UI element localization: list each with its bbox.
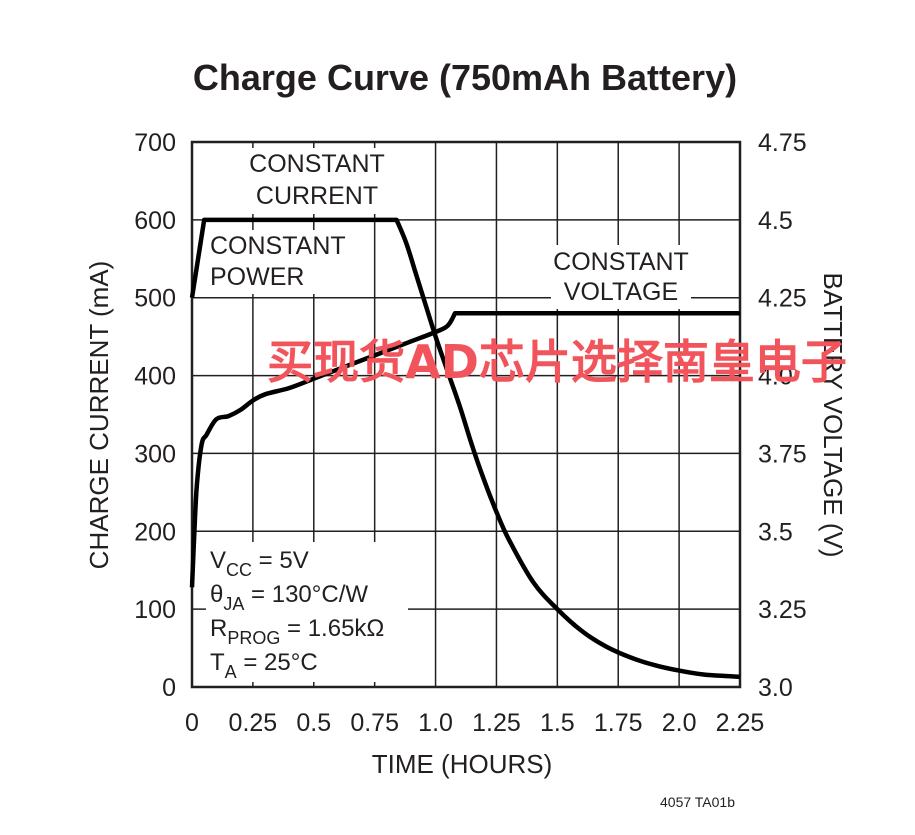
annotation-constant-voltage-line2: VOLTAGE bbox=[564, 278, 678, 306]
x-axis-ticks: 0 0.25 0.5 0.75 1.0 1.25 1.5 1.75 2.0 2.25 bbox=[185, 709, 764, 737]
mask-constant-power bbox=[206, 230, 346, 294]
right-axis-ticks: 3.0 3.25 3.5 3.75 4.0 4.25 4.5 4.75 bbox=[758, 129, 807, 702]
annotation-constant-current-line2: CURRENT bbox=[256, 182, 378, 210]
battery-voltage-curve bbox=[189, 311, 740, 588]
left-axis-ticks: 0 100 200 300 400 500 600 700 bbox=[134, 129, 176, 702]
y-tick-label: 100 bbox=[134, 596, 176, 624]
y-tick-label: 500 bbox=[134, 285, 176, 313]
y-tick-label: 400 bbox=[134, 363, 176, 391]
y2-tick-label: 4.75 bbox=[758, 129, 807, 157]
plot-frame bbox=[190, 140, 742, 689]
condition-ta: TA = 25°C bbox=[210, 649, 318, 682]
y2-tick-label: 3.5 bbox=[758, 518, 793, 546]
condition-theta-ja: θJA = 130°C/W bbox=[210, 581, 368, 614]
x-axis-label: TIME (HOURS) bbox=[372, 749, 553, 779]
y2-tick-label: 3.0 bbox=[758, 674, 793, 702]
watermark-text: 买现货AD芯片选择南皇电子 bbox=[267, 335, 847, 389]
y2-tick-label: 4.5 bbox=[758, 207, 793, 235]
mask-conditions bbox=[206, 542, 408, 682]
label-masks bbox=[206, 148, 691, 682]
x-tick-label: 0 bbox=[185, 709, 199, 737]
y-tick-label: 600 bbox=[134, 207, 176, 235]
annotation-constant-power-line1: CONSTANT bbox=[210, 232, 346, 260]
charge-current-curve bbox=[189, 217, 741, 680]
y-tick-label: 200 bbox=[134, 518, 176, 546]
x-tick-label: 0.75 bbox=[350, 709, 399, 737]
y2-tick-label: 4.0 bbox=[758, 363, 793, 391]
x-tick-label: 2.25 bbox=[716, 709, 765, 737]
annotation-constant-current-line1: CONSTANT bbox=[249, 150, 385, 178]
y2-tick-label: 3.75 bbox=[758, 440, 807, 468]
y-axis-label: CHARGE CURRENT (mA) bbox=[84, 261, 114, 570]
condition-rprog: RPROG = 1.65kΩ bbox=[210, 615, 384, 648]
x-tick-label: 2.0 bbox=[662, 709, 697, 737]
condition-vcc: VCC = 5V bbox=[210, 547, 309, 580]
chart-title: Charge Curve (750mAh Battery) bbox=[193, 57, 737, 98]
x-tick-label: 1.25 bbox=[472, 709, 521, 737]
y-tick-label: 0 bbox=[162, 674, 176, 702]
annotation-constant-voltage-line1: CONSTANT bbox=[553, 248, 689, 276]
x-tick-label: 1.5 bbox=[540, 709, 575, 737]
x-tick-label: 1.0 bbox=[418, 709, 453, 737]
x-tick-label: 1.75 bbox=[594, 709, 643, 737]
x-tick-label: 0.5 bbox=[296, 709, 331, 737]
figure-id: 4057 TA01b bbox=[660, 794, 735, 810]
y2-axis-label: BATTERY VOLTAGE (V) bbox=[818, 272, 848, 557]
y2-tick-label: 4.25 bbox=[758, 285, 807, 313]
y-tick-label: 700 bbox=[134, 129, 176, 157]
mask-constant-voltage bbox=[551, 245, 691, 309]
annotation-constant-power-line2: POWER bbox=[210, 263, 304, 291]
mask-constant-current bbox=[247, 148, 387, 214]
x-tick-label: 0.25 bbox=[229, 709, 278, 737]
y-tick-label: 300 bbox=[134, 440, 176, 468]
y2-tick-label: 3.25 bbox=[758, 596, 807, 624]
